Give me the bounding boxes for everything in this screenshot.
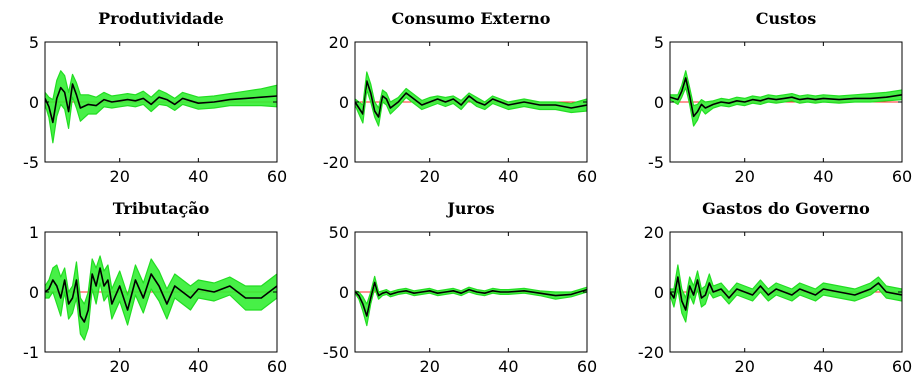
- confidence-band: [45, 70, 277, 143]
- x-tick-label: 20: [110, 357, 130, 376]
- y-tick-label: -50: [323, 343, 349, 362]
- y-tick-label: 50: [329, 223, 349, 242]
- series-line-lower-band: [355, 287, 587, 327]
- series-line-upper-band: [670, 264, 902, 299]
- series-line-upper-band: [355, 275, 587, 305]
- x-tick-label: 60: [267, 357, 287, 376]
- series-line-median: [355, 281, 587, 317]
- y-tick-label: 1: [29, 223, 39, 242]
- y-tick-label: 0: [654, 93, 664, 112]
- series-line-lower-band: [670, 288, 902, 323]
- x-tick-label: 20: [420, 357, 440, 376]
- series-line-upper-band: [45, 255, 277, 305]
- x-tick-label: 60: [577, 167, 597, 186]
- series-line-lower-band: [45, 282, 277, 341]
- x-tick-label: 20: [735, 167, 755, 186]
- x-tick-label: 20: [420, 167, 440, 186]
- x-tick-label: 60: [892, 167, 912, 186]
- series-line-upper-band: [670, 70, 902, 107]
- x-tick-label: 60: [577, 357, 597, 376]
- y-tick-label: -5: [23, 153, 39, 172]
- x-tick-label: 20: [110, 167, 130, 186]
- y-tick-label: -5: [648, 153, 664, 172]
- y-tick-label: 20: [644, 223, 664, 242]
- x-tick-label: 40: [813, 357, 833, 376]
- y-tick-label: 0: [654, 283, 664, 302]
- plot-area: [670, 70, 902, 127]
- chart-panel: Tributação 1 0 -1 20 40 60: [23, 199, 287, 376]
- chart-panel: Custos 5 0 -5 20 40 60: [648, 9, 912, 186]
- x-tick-label: 60: [267, 167, 287, 186]
- series-line-median: [355, 80, 587, 118]
- chart-panel: Juros 50 0 -50 20 40 60: [323, 199, 597, 376]
- y-tick-label: 0: [339, 283, 349, 302]
- series-line-upper-band: [355, 71, 587, 109]
- y-tick-label: -1: [23, 343, 39, 362]
- x-tick-label: 60: [892, 357, 912, 376]
- x-tick-label: 40: [188, 357, 208, 376]
- x-tick-label: 40: [813, 167, 833, 186]
- chart-title: Tributação: [113, 199, 210, 218]
- chart-panel: Gastos do Governo 20 0 -20 20 40 60: [638, 199, 912, 376]
- x-tick-label: 20: [735, 357, 755, 376]
- y-tick-label: 5: [654, 33, 664, 52]
- series-line-upper-band: [45, 70, 277, 101]
- x-tick-label: 40: [188, 167, 208, 186]
- plot-area: [670, 264, 902, 323]
- y-tick-label: -20: [323, 153, 349, 172]
- chart-title: Gastos do Governo: [702, 199, 870, 218]
- x-tick-label: 40: [498, 167, 518, 186]
- x-tick-label: 40: [498, 357, 518, 376]
- plot-area: [355, 275, 587, 327]
- plot-area: [45, 255, 277, 341]
- series-line-median: [45, 267, 277, 323]
- chart-title: Juros: [445, 199, 494, 218]
- series-line-median: [45, 83, 277, 124]
- confidence-band: [355, 72, 587, 126]
- series-line-lower-band: [45, 96, 277, 144]
- series-line-median: [670, 276, 902, 311]
- confidence-band: [355, 276, 587, 326]
- y-tick-label: 5: [29, 33, 39, 52]
- chart-panel: Consumo Externo 20 0 -20 20 40 60: [323, 9, 597, 186]
- y-tick-label: -20: [638, 343, 664, 362]
- plot-area: [45, 70, 277, 144]
- y-tick-label: 20: [329, 33, 349, 52]
- y-tick-label: 0: [29, 93, 39, 112]
- chart-panel: Produtividade 5 0 -5 20 40 60: [23, 9, 287, 186]
- chart-title: Produtividade: [98, 9, 224, 28]
- confidence-band: [45, 256, 277, 340]
- series-line-lower-band: [355, 89, 587, 127]
- chart-title: Consumo Externo: [392, 9, 551, 28]
- series-line-lower-band: [670, 86, 902, 127]
- plot-area: [355, 71, 587, 127]
- series-line-median: [670, 77, 902, 118]
- y-tick-label: 0: [339, 93, 349, 112]
- chart-title: Custos: [756, 9, 816, 28]
- y-tick-label: 0: [29, 283, 39, 302]
